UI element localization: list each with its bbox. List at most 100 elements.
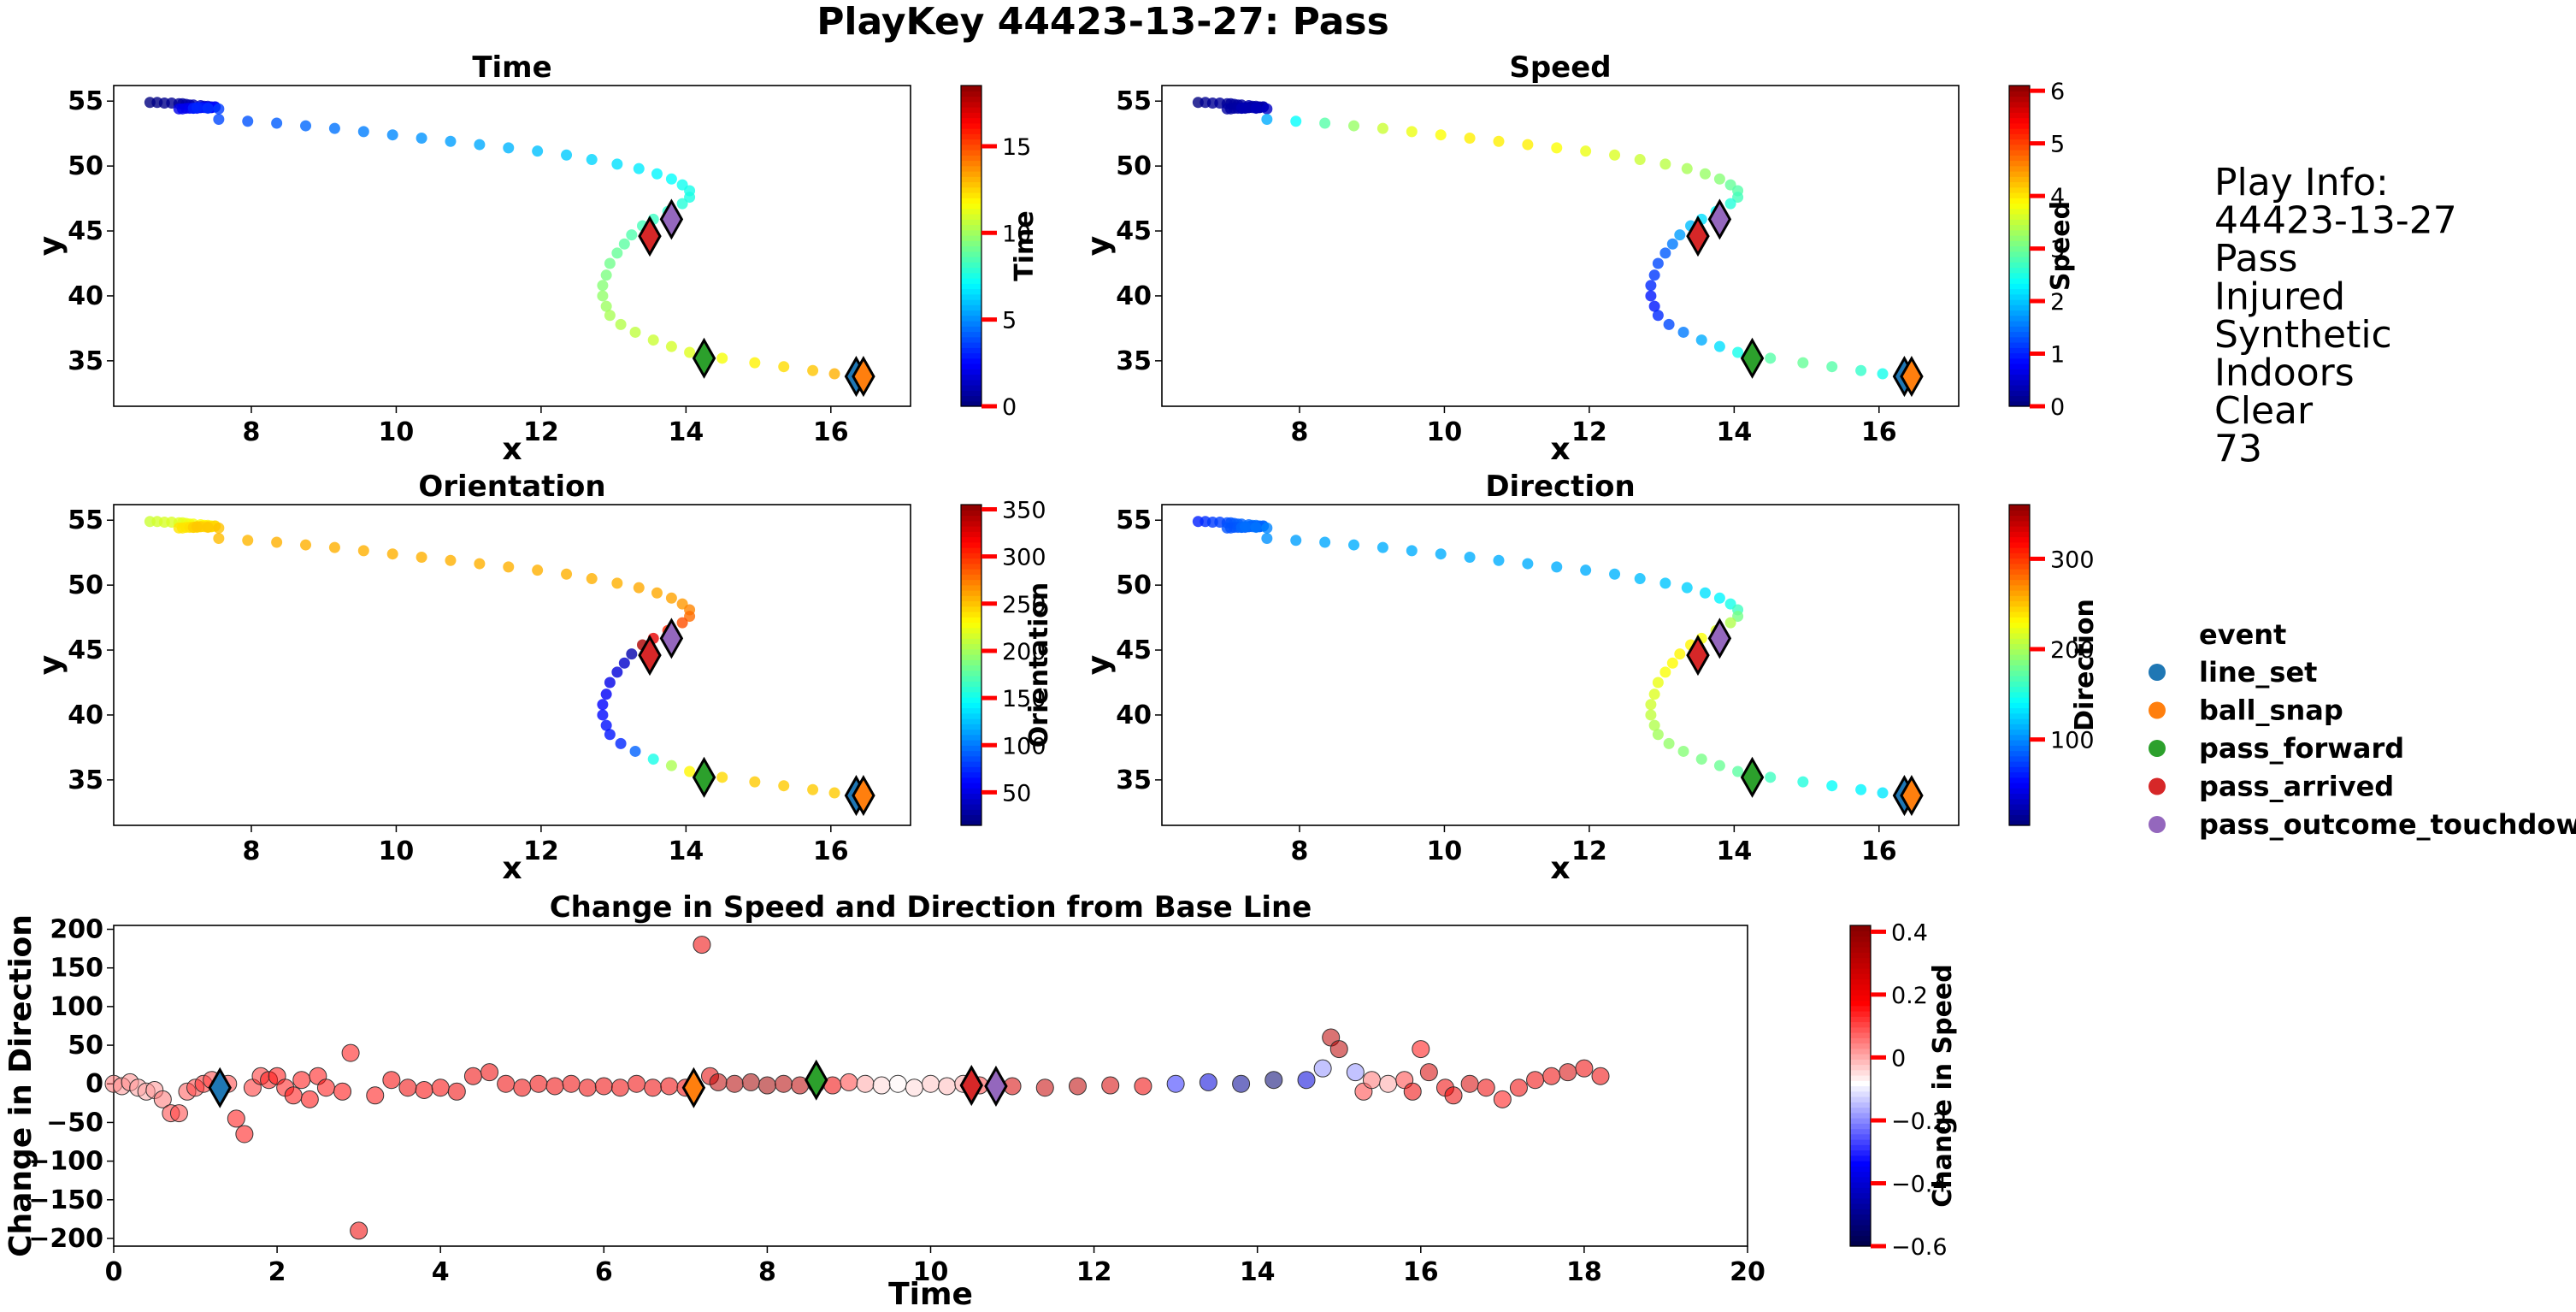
- data-point: [445, 135, 457, 147]
- colorbar-segment: [961, 251, 981, 257]
- legend-label: pass_forward: [2199, 732, 2404, 765]
- data-point: [271, 536, 283, 548]
- data-point: [1166, 1074, 1185, 1093]
- data-point: [594, 1077, 613, 1096]
- data-point: [629, 326, 641, 338]
- colorbar-segment: [961, 165, 981, 172]
- data-point: [1250, 103, 1262, 115]
- colorbar-segment: [961, 574, 981, 581]
- legend-item-line_set: line_set: [2149, 656, 2317, 689]
- y-tick-label: 45: [1116, 635, 1152, 665]
- colorbar-segment: [2009, 133, 2030, 140]
- x-tick-label: 4: [432, 1257, 450, 1287]
- colorbar-segment: [1850, 936, 1871, 943]
- x-tick-label: 16: [813, 836, 849, 866]
- data-point: [213, 113, 225, 125]
- data-point: [600, 719, 612, 731]
- colorbar-segment: [1850, 1016, 1871, 1023]
- x-tick-label: 12: [523, 836, 559, 866]
- colorbar-segment: [1850, 1225, 1871, 1231]
- colorbar-segment: [2009, 326, 2030, 333]
- data-point: [227, 1109, 245, 1128]
- colorbar-segment: [2009, 670, 2030, 677]
- colorbar-segment: [961, 612, 981, 618]
- colorbar-segment: [1850, 1144, 1871, 1151]
- data-point: [503, 142, 515, 154]
- colorbar-segment: [961, 278, 981, 284]
- data-point: [1379, 1074, 1398, 1093]
- data-point: [1509, 1079, 1528, 1097]
- data-point: [749, 776, 761, 788]
- colorbar-segment: [2009, 342, 2030, 348]
- data-point: [398, 1079, 417, 1097]
- data-point: [684, 765, 696, 777]
- colorbar-segment: [961, 304, 981, 311]
- legend-marker: [2149, 740, 2166, 757]
- colorbar-segment: [1850, 1107, 1871, 1114]
- colorbar-segment: [961, 107, 981, 113]
- event-marker-pass_arrived: [1686, 635, 1710, 677]
- data-point: [1765, 352, 1777, 364]
- colorbar-segment: [2009, 347, 2030, 354]
- colorbar-segment: [961, 192, 981, 198]
- colorbar-segment: [2009, 192, 2030, 198]
- colorbar-segment: [2009, 783, 2030, 789]
- colorbar-segment: [961, 363, 981, 369]
- data-point: [1435, 548, 1447, 560]
- figure-title: PlayKey 44423-13-27: Pass: [816, 0, 1389, 44]
- y-tick-label: −50: [46, 1108, 103, 1138]
- data-points: [144, 97, 875, 398]
- data-point: [807, 364, 819, 376]
- colorbar-segment: [961, 702, 981, 709]
- y-tick-label: 40: [68, 700, 103, 730]
- event-marker-line_set: [208, 1067, 232, 1108]
- data-point: [600, 300, 612, 312]
- colorbar-segment: [961, 648, 981, 655]
- colorbar-segment: [1850, 1139, 1871, 1145]
- y-tick-label: −150: [28, 1185, 103, 1215]
- colorbar-segment: [961, 262, 981, 269]
- colorbar-tick-label: 200: [2050, 637, 2095, 664]
- colorbar-segment: [2009, 520, 2030, 527]
- data-point: [292, 1071, 311, 1090]
- colorbar-segment: [1850, 1182, 1871, 1188]
- data-point: [1713, 340, 1725, 352]
- data-point: [1362, 1071, 1381, 1090]
- colorbar-segment: [2009, 299, 2030, 305]
- colorbar-segment: [1850, 1000, 1871, 1007]
- colorbar-segment: [1850, 931, 1871, 937]
- data-point: [1652, 257, 1664, 269]
- colorbar-segment: [2009, 257, 2030, 263]
- data-point: [600, 269, 612, 281]
- colorbar-segment: [961, 579, 981, 586]
- colorbar-segment: [2009, 809, 2030, 816]
- colorbar-tick-label: 3: [2050, 237, 2065, 263]
- colorbar-segment: [961, 176, 981, 183]
- data-point: [1724, 617, 1736, 629]
- plot-area: [1161, 85, 1960, 407]
- colorbar-segment: [961, 122, 981, 129]
- colorbar-segment: [2009, 691, 2030, 698]
- colorbar-segment: [2009, 331, 2030, 338]
- data-point: [807, 783, 819, 795]
- colorbar-segment: [1850, 1037, 1871, 1044]
- colorbar-segment: [961, 712, 981, 719]
- data-point: [532, 564, 544, 576]
- play-info-line: 73: [2214, 428, 2262, 471]
- colorbar-segment: [2009, 788, 2030, 795]
- colorbar-segment: [2009, 686, 2030, 693]
- colorbar-segment: [1850, 1133, 1871, 1140]
- colorbar-segment: [961, 224, 981, 231]
- x-tick-label: 0: [105, 1257, 123, 1287]
- colorbar-segment: [1850, 1187, 1871, 1194]
- colorbar-segment: [2009, 288, 2030, 295]
- legend-marker: [2149, 664, 2166, 681]
- colorbar-segment: [2009, 128, 2030, 134]
- data-point: [480, 1063, 499, 1082]
- y-tick-label: 50: [68, 151, 103, 181]
- colorbar-segment: [961, 681, 981, 688]
- colorbar-segment: [961, 288, 981, 295]
- data-point: [242, 535, 254, 547]
- y-tick-label: 150: [50, 954, 103, 984]
- play-info: Play Info:44423-13-27PassInjuredSyntheti…: [2214, 161, 2457, 471]
